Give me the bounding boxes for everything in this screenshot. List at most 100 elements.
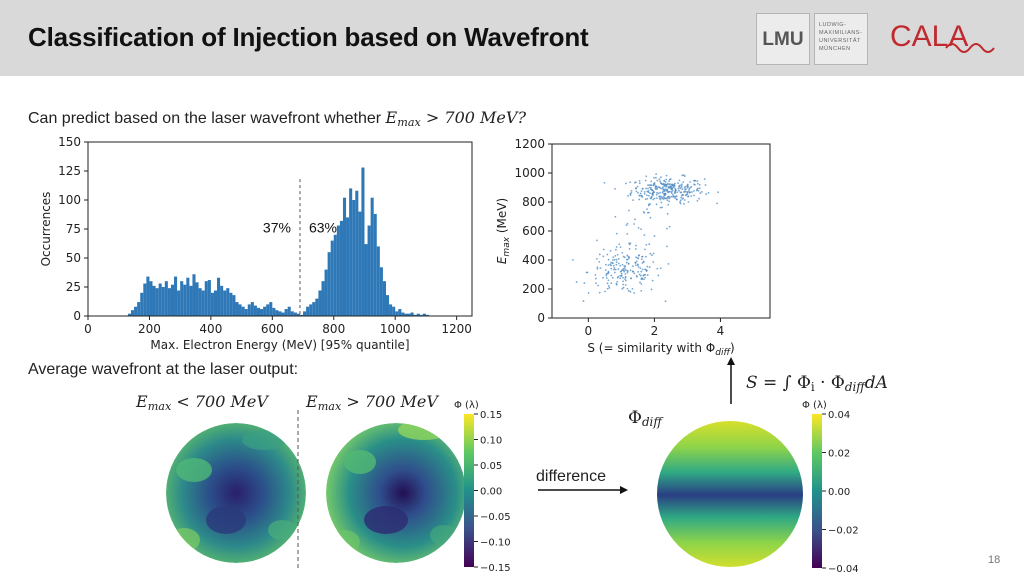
scatter-point xyxy=(615,263,618,266)
colorbar-tick-label: −0.05 xyxy=(480,512,511,523)
histogram-bar xyxy=(281,312,285,316)
y-tick-label: 0 xyxy=(537,311,545,325)
scatter-point xyxy=(680,185,683,187)
histogram-bar xyxy=(198,288,202,316)
histogram-bar xyxy=(250,302,254,316)
y-axis-label: Occurrences xyxy=(39,192,53,267)
scatter-point xyxy=(685,188,687,191)
colorbar-tick-label: −0.10 xyxy=(480,538,511,549)
scatter-point xyxy=(609,250,612,252)
scatter-point xyxy=(666,190,669,193)
histogram-bar xyxy=(379,267,383,316)
scatter-point xyxy=(667,262,670,265)
scatter-point xyxy=(624,278,626,280)
scatter-point xyxy=(670,187,673,190)
histogram-bar xyxy=(266,304,270,316)
scatter-point xyxy=(644,273,647,276)
scatter-point xyxy=(625,224,628,227)
scatter-point xyxy=(640,283,643,285)
scatter-point xyxy=(636,185,639,188)
scatter-point xyxy=(641,262,644,264)
scatter-point xyxy=(642,274,645,277)
scatter-point xyxy=(610,261,613,264)
scatter-point xyxy=(655,185,658,188)
scatter-point xyxy=(624,269,627,271)
scatter-point xyxy=(651,279,654,282)
scatter-point xyxy=(683,186,686,189)
scatter-point xyxy=(653,197,656,200)
histogram-bar xyxy=(309,304,313,316)
scatter-point xyxy=(667,203,670,206)
scatter-point xyxy=(585,271,588,274)
histogram-bar xyxy=(164,281,168,316)
scatter-point xyxy=(689,187,691,189)
histogram-bar xyxy=(161,287,165,316)
scatter-point xyxy=(627,195,630,197)
scatter-point xyxy=(661,186,664,189)
scatter-point xyxy=(599,267,602,269)
scatter-point xyxy=(603,181,606,184)
scatter-point xyxy=(666,245,668,248)
scatter-point xyxy=(697,189,700,192)
scatter-point xyxy=(637,226,640,229)
scatter-point xyxy=(614,248,617,251)
difference-label: difference xyxy=(536,468,606,485)
scatter-point xyxy=(645,187,647,190)
scatter-point xyxy=(630,192,633,194)
scatter-point xyxy=(626,269,628,272)
histogram-bar xyxy=(229,292,233,316)
wavefront-disc-low xyxy=(166,423,306,563)
scatter-point xyxy=(627,262,630,265)
histogram-bar xyxy=(312,302,316,316)
histogram-bar xyxy=(364,244,368,316)
colorbar-diff: Φ (λ) 0.04 0.02 0.00 −0.02 −0.04 xyxy=(802,400,859,575)
scatter-point xyxy=(666,199,669,202)
scatter-point xyxy=(627,257,630,260)
scatter-point xyxy=(610,267,613,270)
scatter-point xyxy=(615,258,618,261)
arrow-up-icon xyxy=(727,357,735,404)
scatter-point xyxy=(652,252,655,255)
histogram-bar xyxy=(287,306,291,316)
scatter-point xyxy=(665,185,668,188)
scatter-point xyxy=(686,193,689,196)
colorbar-tick-label: 0.10 xyxy=(480,436,502,447)
scatter-point xyxy=(669,185,672,188)
histogram-bar xyxy=(170,284,175,316)
scatter-point xyxy=(671,193,674,196)
scatter-point xyxy=(602,255,605,258)
scatter-point xyxy=(610,274,613,277)
scatter-point xyxy=(635,190,638,193)
scatter-point xyxy=(614,254,617,257)
scatter-point xyxy=(679,184,682,187)
scatter-point xyxy=(597,284,599,287)
scatter-point xyxy=(717,191,719,194)
scatter-point xyxy=(606,287,609,290)
scatter-point xyxy=(657,274,660,277)
histogram-bar xyxy=(177,290,181,316)
scatter-point xyxy=(639,192,642,195)
scatter-point xyxy=(662,195,665,198)
scatter-frame xyxy=(551,143,771,319)
histogram-bar xyxy=(401,312,405,316)
y-tick-label: 200 xyxy=(522,282,545,296)
scatter-point xyxy=(639,281,641,284)
scatter-point xyxy=(640,258,643,261)
scatter-point xyxy=(572,258,574,261)
histogram-bar xyxy=(392,306,396,316)
scatter-point xyxy=(598,253,601,256)
scatter-point xyxy=(610,282,613,285)
colorbar-diff-label: Φ (λ) xyxy=(802,400,827,411)
scatter-point xyxy=(683,175,686,177)
scatter-point xyxy=(643,191,646,193)
scatter-point xyxy=(635,260,638,263)
scatter-point xyxy=(673,182,676,185)
scatter-point xyxy=(657,192,660,195)
histogram-bar xyxy=(146,276,150,316)
colorbar-avg-label: Φ (λ) xyxy=(454,400,479,411)
histogram-bar xyxy=(349,188,353,316)
scatter-point xyxy=(699,192,702,194)
scatter-point xyxy=(583,282,586,284)
scatter-point xyxy=(656,267,659,270)
x-tick-label: 200 xyxy=(138,322,161,336)
